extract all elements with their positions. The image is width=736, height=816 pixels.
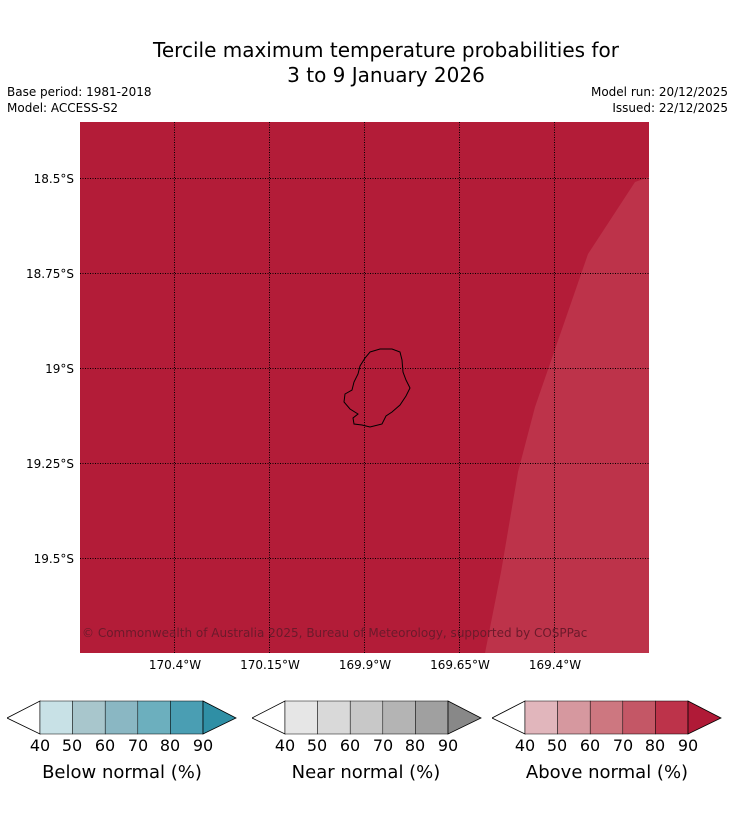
lat-label-3: 19°S (45, 362, 74, 376)
lon-label-3: 169.9°W (338, 658, 392, 672)
colorbar-swatch (524, 700, 558, 735)
colorbar-above-tick: 80 (644, 736, 666, 755)
meta-right: Model run: 20/12/2025 Issued: 22/12/2025 (591, 84, 728, 116)
colorbar-near-normal (252, 700, 482, 736)
colorbar-near-tick: 80 (404, 736, 426, 755)
lat-label-1: 18.5°S (33, 172, 74, 186)
colorbar-extend-high (447, 700, 482, 735)
colorbar-extend-low (252, 700, 286, 735)
colorbar-near-tick: 90 (437, 736, 459, 755)
colorbar-near-svg (252, 700, 482, 735)
base-period: Base period: 1981-2018 (7, 85, 152, 99)
lon-label-4: 169.65°W (430, 658, 490, 672)
colorbar-near-label: Near normal (%) (291, 762, 441, 783)
colorbar-below-tick: 80 (159, 736, 181, 755)
lon-label-5: 169.4°W (528, 658, 582, 672)
colorbar-swatch (382, 700, 416, 735)
colorbar-swatch (72, 700, 106, 735)
colorbar-swatch (39, 700, 73, 735)
colorbar-swatch (415, 700, 449, 735)
colorbar-above-tick: 50 (546, 736, 568, 755)
lon-label-2: 170.15°W (240, 658, 300, 672)
colorbar-below-normal (7, 700, 237, 736)
lat-label-5: 19.5°S (33, 552, 74, 566)
colorbar-swatch (104, 700, 139, 735)
colorbar-extend-low (7, 700, 41, 735)
probability-fill-east (485, 177, 649, 653)
meta-left: Base period: 1981-2018 Model: ACCESS-S2 (7, 84, 152, 116)
colorbar-swatch (589, 700, 624, 735)
colorbar-near-tick: 40 (274, 736, 296, 755)
colorbar-near-tick: 70 (372, 736, 394, 755)
colorbar-above-label: Above normal (%) (525, 762, 689, 783)
colorbar-below-tick: 60 (94, 736, 116, 755)
colorbar-near-tick: 60 (339, 736, 361, 755)
colorbar-below-tick: 50 (61, 736, 83, 755)
colorbar-above-svg (492, 700, 722, 735)
copyright-notice: © Commonwealth of Australia 2025, Bureau… (82, 626, 588, 640)
colorbar-above-tick: 90 (677, 736, 699, 755)
colorbar-extend-high (687, 700, 722, 735)
colorbar-swatch (170, 700, 204, 735)
model-run: Model run: 20/12/2025 (590, 85, 728, 99)
colorbar-swatch (317, 700, 351, 735)
colorbar-swatch (557, 700, 591, 735)
colorbar-swatch (349, 700, 384, 735)
colorbar-below-tick: 40 (29, 736, 51, 755)
colorbar-below-tick: 90 (192, 736, 214, 755)
title-line-2: 3 to 9 January 2026 (287, 63, 485, 87)
colorbar-above-tick: 40 (514, 736, 536, 755)
colorbar-swatch (655, 700, 689, 735)
map-svg (80, 122, 649, 653)
title-line-1: Tercile maximum temperature probabilitie… (153, 38, 619, 62)
colorbar-near-tick: 50 (306, 736, 328, 755)
island-outline (343, 348, 411, 428)
colorbar-below-tick: 70 (127, 736, 149, 755)
colorbar-above-tick: 70 (612, 736, 634, 755)
issued-date: Issued: 22/12/2025 (612, 101, 728, 115)
map-panel (80, 122, 649, 653)
lat-label-2: 18.75°S (26, 267, 74, 281)
colorbar-extend-high (202, 700, 237, 735)
colorbar-swatch (622, 700, 656, 735)
colorbar-swatch (137, 700, 171, 735)
chart-title: Tercile maximum temperature probabilitie… (0, 38, 736, 88)
colorbar-below-svg (7, 700, 237, 735)
colorbar-above-tick: 60 (579, 736, 601, 755)
gridlines (80, 122, 649, 653)
colorbar-swatch (284, 700, 318, 735)
colorbar-below-label: Below normal (%) (42, 762, 202, 783)
lat-label-4: 19.25°S (26, 457, 74, 471)
model-name: Model: ACCESS-S2 (7, 101, 119, 115)
lon-label-1: 170.4°W (148, 658, 202, 672)
colorbar-extend-low (492, 700, 526, 735)
colorbar-above-normal (492, 700, 722, 736)
